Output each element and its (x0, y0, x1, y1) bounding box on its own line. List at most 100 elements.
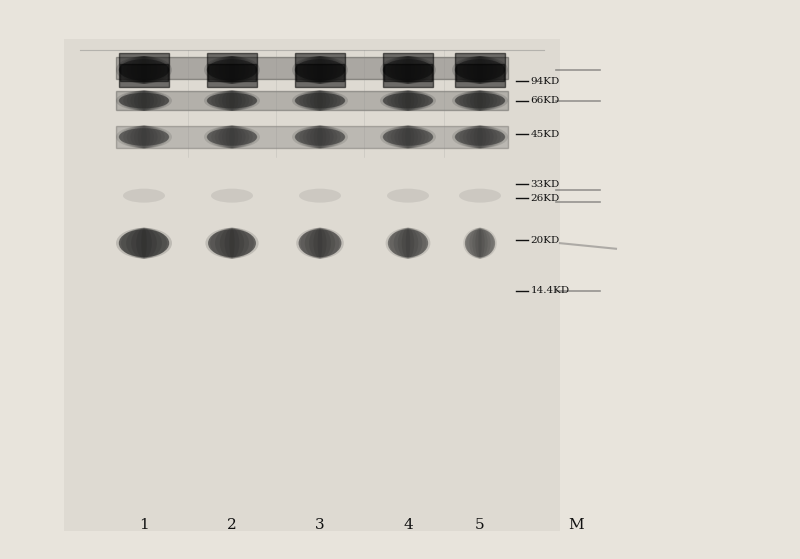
Ellipse shape (387, 91, 429, 111)
FancyBboxPatch shape (116, 91, 508, 111)
Ellipse shape (317, 126, 323, 148)
Ellipse shape (136, 228, 152, 258)
FancyBboxPatch shape (120, 64, 168, 81)
Ellipse shape (220, 228, 244, 258)
Ellipse shape (226, 126, 238, 148)
Ellipse shape (130, 91, 158, 111)
Ellipse shape (384, 91, 433, 111)
Ellipse shape (211, 91, 253, 111)
Ellipse shape (302, 91, 338, 111)
Ellipse shape (296, 91, 345, 111)
Ellipse shape (292, 126, 348, 148)
Ellipse shape (466, 126, 494, 148)
FancyBboxPatch shape (208, 64, 256, 81)
Ellipse shape (474, 126, 486, 148)
Ellipse shape (206, 59, 258, 80)
Ellipse shape (459, 56, 501, 84)
Ellipse shape (229, 91, 235, 111)
Ellipse shape (120, 126, 169, 148)
Text: 3: 3 (315, 518, 325, 533)
Ellipse shape (206, 128, 258, 146)
FancyBboxPatch shape (384, 64, 432, 81)
Ellipse shape (383, 93, 434, 108)
Ellipse shape (306, 56, 334, 84)
Ellipse shape (391, 126, 426, 148)
Ellipse shape (215, 228, 249, 258)
Ellipse shape (387, 56, 429, 84)
FancyBboxPatch shape (296, 64, 344, 81)
Ellipse shape (454, 128, 506, 146)
Ellipse shape (478, 228, 482, 258)
Text: 1: 1 (139, 518, 149, 533)
Ellipse shape (222, 56, 242, 84)
Ellipse shape (226, 91, 238, 111)
Ellipse shape (299, 56, 341, 84)
Ellipse shape (454, 93, 506, 108)
Ellipse shape (118, 229, 170, 257)
Ellipse shape (459, 91, 501, 111)
Ellipse shape (123, 126, 165, 148)
Ellipse shape (380, 126, 436, 148)
Ellipse shape (472, 228, 488, 258)
Ellipse shape (406, 228, 410, 258)
Ellipse shape (391, 56, 426, 84)
Ellipse shape (456, 91, 505, 111)
FancyBboxPatch shape (454, 53, 506, 87)
Ellipse shape (470, 228, 490, 258)
Ellipse shape (296, 228, 344, 258)
Ellipse shape (218, 56, 246, 84)
Ellipse shape (214, 91, 249, 111)
Ellipse shape (474, 91, 486, 111)
Ellipse shape (206, 228, 258, 258)
Ellipse shape (296, 126, 345, 148)
Ellipse shape (398, 56, 418, 84)
Ellipse shape (318, 228, 322, 258)
Ellipse shape (398, 228, 418, 258)
Ellipse shape (386, 228, 430, 258)
Ellipse shape (477, 91, 483, 111)
Text: 33KD: 33KD (530, 180, 560, 189)
Ellipse shape (222, 126, 242, 148)
Ellipse shape (456, 56, 505, 84)
Ellipse shape (118, 59, 170, 80)
Text: 4: 4 (403, 518, 413, 533)
Ellipse shape (305, 228, 335, 258)
Ellipse shape (123, 56, 165, 84)
Ellipse shape (141, 126, 147, 148)
Ellipse shape (123, 91, 165, 111)
Ellipse shape (204, 126, 260, 148)
Ellipse shape (302, 126, 338, 148)
Ellipse shape (118, 128, 170, 146)
Ellipse shape (306, 126, 334, 148)
Ellipse shape (211, 126, 253, 148)
Ellipse shape (302, 56, 338, 84)
Ellipse shape (475, 228, 485, 258)
Text: M: M (568, 518, 584, 533)
Ellipse shape (466, 56, 494, 84)
Ellipse shape (211, 56, 253, 84)
Ellipse shape (141, 91, 147, 111)
Ellipse shape (208, 229, 256, 257)
Ellipse shape (126, 228, 162, 258)
Ellipse shape (116, 91, 172, 111)
Ellipse shape (138, 56, 150, 84)
Ellipse shape (138, 91, 150, 111)
Text: 14.4KD: 14.4KD (530, 286, 570, 295)
Ellipse shape (298, 229, 342, 257)
Ellipse shape (384, 126, 433, 148)
Ellipse shape (131, 228, 157, 258)
Ellipse shape (296, 56, 345, 84)
Ellipse shape (126, 126, 161, 148)
Ellipse shape (310, 91, 330, 111)
Ellipse shape (390, 228, 426, 258)
Ellipse shape (402, 126, 414, 148)
Ellipse shape (465, 229, 495, 257)
Ellipse shape (391, 91, 426, 111)
FancyBboxPatch shape (64, 39, 560, 531)
Ellipse shape (452, 56, 508, 84)
Ellipse shape (225, 228, 239, 258)
Ellipse shape (292, 56, 348, 84)
Ellipse shape (226, 56, 238, 84)
Ellipse shape (383, 59, 434, 80)
Ellipse shape (118, 93, 170, 108)
